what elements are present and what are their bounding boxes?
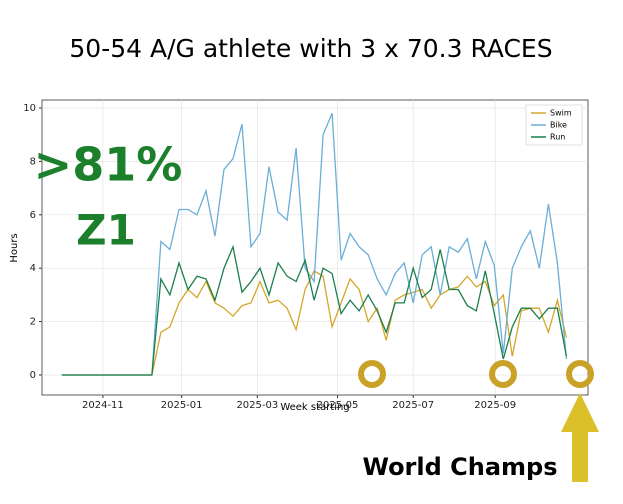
plot-frame (41, 99, 589, 396)
x-axis-label: Week starting (280, 402, 349, 413)
y-axis-label: Hours (9, 233, 20, 262)
x-tick-label: 2025-03 (236, 400, 278, 411)
legend-box (525, 104, 583, 146)
event-annotation: World Champs (362, 453, 557, 481)
legend-label: Run (550, 133, 565, 142)
x-tick-label: 2025-07 (392, 400, 434, 411)
zone-annotation: Z1 (76, 206, 136, 255)
y-tick-label: 4 (30, 263, 36, 274)
race-markers (358, 360, 594, 388)
page-title: 50-54 A/G athlete with 3 x 70.3 RACES (69, 34, 552, 63)
race-circle (566, 360, 594, 388)
series-line (61, 244, 568, 376)
x-tick-label: 2025-09 (474, 400, 516, 411)
x-tick-label: 2025-05 (317, 400, 359, 411)
y-tick-label: 8 (30, 156, 36, 167)
x-tick-label: 2025-01 (161, 400, 203, 411)
race-circle (358, 360, 386, 388)
legend-label: Swim (550, 109, 572, 118)
y-tick-label: 10 (23, 103, 36, 114)
y-tick-label: 0 (30, 370, 36, 381)
legend-label: Bike (550, 121, 567, 130)
arrow (561, 393, 599, 482)
percent-annotation: >81% (34, 138, 183, 192)
race-circle (489, 360, 517, 388)
y-tick-label: 2 (30, 317, 36, 328)
y-tick-label: 6 (30, 210, 36, 221)
plot: 0 2 4 6 8 10 2024-11 2025-01 2025-03 2025-05 2025-… (23, 100, 588, 411)
x-tick-label: 2024-11 (82, 400, 124, 411)
